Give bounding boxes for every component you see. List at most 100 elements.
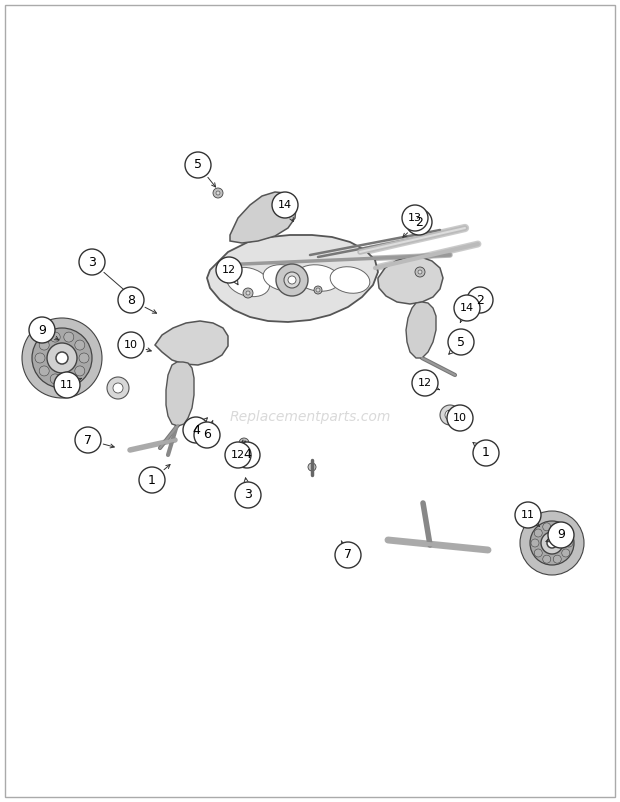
Text: 4: 4 xyxy=(192,423,200,436)
Circle shape xyxy=(418,270,422,274)
Circle shape xyxy=(29,317,55,343)
Circle shape xyxy=(246,291,250,295)
Polygon shape xyxy=(406,302,436,358)
Circle shape xyxy=(194,422,220,448)
Circle shape xyxy=(530,521,574,565)
Text: 14: 14 xyxy=(460,303,474,313)
Circle shape xyxy=(454,295,480,321)
Circle shape xyxy=(562,549,570,557)
Circle shape xyxy=(50,374,60,384)
Text: 11: 11 xyxy=(60,380,74,390)
Circle shape xyxy=(54,372,80,398)
Polygon shape xyxy=(378,257,443,304)
Circle shape xyxy=(35,353,45,363)
Circle shape xyxy=(113,383,123,393)
Circle shape xyxy=(22,318,102,398)
Text: 9: 9 xyxy=(557,529,565,541)
Circle shape xyxy=(534,529,542,537)
Circle shape xyxy=(240,444,248,452)
Ellipse shape xyxy=(296,265,340,291)
Circle shape xyxy=(75,427,101,453)
Polygon shape xyxy=(166,362,194,426)
Text: 5: 5 xyxy=(457,335,465,349)
Circle shape xyxy=(39,366,49,376)
Text: 5: 5 xyxy=(194,159,202,172)
Circle shape xyxy=(213,188,223,198)
Text: 13: 13 xyxy=(408,213,422,223)
Circle shape xyxy=(47,343,77,373)
Circle shape xyxy=(335,542,361,568)
Circle shape xyxy=(562,529,570,537)
Circle shape xyxy=(75,366,85,376)
Circle shape xyxy=(239,438,249,448)
Circle shape xyxy=(234,442,260,468)
Text: 10: 10 xyxy=(124,340,138,350)
Text: 1: 1 xyxy=(482,447,490,460)
Circle shape xyxy=(79,353,89,363)
Circle shape xyxy=(445,410,455,420)
Circle shape xyxy=(216,191,220,195)
Circle shape xyxy=(542,555,551,563)
Circle shape xyxy=(64,332,74,342)
Circle shape xyxy=(548,522,574,548)
Text: 4: 4 xyxy=(243,448,251,461)
Circle shape xyxy=(541,532,563,554)
Text: 9: 9 xyxy=(38,323,46,337)
Text: 1: 1 xyxy=(148,473,156,487)
Polygon shape xyxy=(207,235,378,322)
Circle shape xyxy=(440,405,460,425)
Circle shape xyxy=(412,370,438,396)
Circle shape xyxy=(32,328,92,388)
Circle shape xyxy=(75,340,85,350)
Text: 14: 14 xyxy=(278,200,292,210)
Circle shape xyxy=(473,440,499,466)
Circle shape xyxy=(553,555,561,563)
Text: 10: 10 xyxy=(453,413,467,423)
Circle shape xyxy=(284,272,300,288)
Circle shape xyxy=(288,276,296,284)
Text: 3: 3 xyxy=(88,256,96,269)
Circle shape xyxy=(139,467,165,493)
Circle shape xyxy=(216,257,242,283)
Circle shape xyxy=(50,332,60,342)
Text: 3: 3 xyxy=(244,488,252,501)
Ellipse shape xyxy=(330,267,370,294)
Ellipse shape xyxy=(226,267,270,297)
Circle shape xyxy=(276,264,308,296)
Circle shape xyxy=(272,192,298,218)
Circle shape xyxy=(107,377,129,399)
Text: 6: 6 xyxy=(203,428,211,441)
Circle shape xyxy=(118,332,144,358)
Circle shape xyxy=(402,205,428,231)
Circle shape xyxy=(64,374,74,384)
Text: 8: 8 xyxy=(127,294,135,306)
Circle shape xyxy=(185,152,211,178)
Circle shape xyxy=(406,209,432,235)
Circle shape xyxy=(448,329,474,355)
Polygon shape xyxy=(155,321,228,365)
Circle shape xyxy=(242,441,246,445)
Text: 7: 7 xyxy=(84,434,92,447)
Circle shape xyxy=(39,340,49,350)
Circle shape xyxy=(565,539,573,547)
Circle shape xyxy=(56,352,68,364)
Polygon shape xyxy=(230,192,296,243)
Text: 11: 11 xyxy=(521,510,535,520)
Circle shape xyxy=(520,511,584,575)
Text: 2: 2 xyxy=(415,216,423,229)
Circle shape xyxy=(316,288,320,292)
Circle shape xyxy=(183,417,209,443)
Circle shape xyxy=(534,549,542,557)
Circle shape xyxy=(225,442,251,468)
Circle shape xyxy=(553,523,561,531)
Circle shape xyxy=(118,287,144,313)
Text: 12: 12 xyxy=(222,265,236,275)
Text: 2: 2 xyxy=(476,294,484,306)
Circle shape xyxy=(531,539,539,547)
Circle shape xyxy=(542,523,551,531)
Text: Replacementparts.com: Replacementparts.com xyxy=(229,410,391,424)
Circle shape xyxy=(467,287,493,313)
Circle shape xyxy=(314,286,322,294)
Text: 12: 12 xyxy=(231,450,245,460)
Circle shape xyxy=(447,405,473,431)
